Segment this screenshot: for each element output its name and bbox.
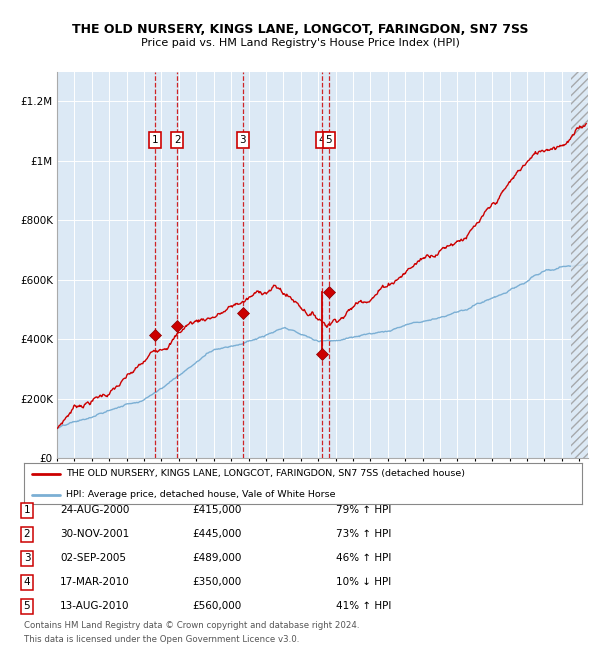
Text: 3: 3 [239, 135, 246, 145]
Text: 46% ↑ HPI: 46% ↑ HPI [336, 553, 391, 564]
Text: 2: 2 [174, 135, 181, 145]
Text: £560,000: £560,000 [192, 601, 241, 612]
Text: 73% ↑ HPI: 73% ↑ HPI [336, 529, 391, 539]
Text: £445,000: £445,000 [192, 529, 241, 539]
Text: 5: 5 [23, 601, 31, 612]
Text: HPI: Average price, detached house, Vale of White Horse: HPI: Average price, detached house, Vale… [66, 490, 335, 499]
Text: 10% ↓ HPI: 10% ↓ HPI [336, 577, 391, 588]
Text: 2: 2 [23, 529, 31, 539]
Text: £415,000: £415,000 [192, 505, 241, 515]
Text: Price paid vs. HM Land Registry's House Price Index (HPI): Price paid vs. HM Land Registry's House … [140, 38, 460, 47]
Text: 1: 1 [152, 135, 158, 145]
Text: £350,000: £350,000 [192, 577, 241, 588]
Text: Contains HM Land Registry data © Crown copyright and database right 2024.: Contains HM Land Registry data © Crown c… [24, 621, 359, 630]
Text: 30-NOV-2001: 30-NOV-2001 [60, 529, 129, 539]
Text: £489,000: £489,000 [192, 553, 241, 564]
Text: 3: 3 [23, 553, 31, 564]
Bar [571, 72, 588, 458]
Text: 24-AUG-2000: 24-AUG-2000 [60, 505, 130, 515]
Text: This data is licensed under the Open Government Licence v3.0.: This data is licensed under the Open Gov… [24, 634, 299, 644]
Text: 5: 5 [326, 135, 332, 145]
Text: THE OLD NURSERY, KINGS LANE, LONGCOT, FARINGDON, SN7 7SS: THE OLD NURSERY, KINGS LANE, LONGCOT, FA… [72, 23, 528, 36]
Text: 13-AUG-2010: 13-AUG-2010 [60, 601, 130, 612]
Text: 79% ↑ HPI: 79% ↑ HPI [336, 505, 391, 515]
Text: 41% ↑ HPI: 41% ↑ HPI [336, 601, 391, 612]
Text: 17-MAR-2010: 17-MAR-2010 [60, 577, 130, 588]
Text: 1: 1 [23, 505, 31, 515]
Text: 4: 4 [319, 135, 325, 145]
Text: 02-SEP-2005: 02-SEP-2005 [60, 553, 126, 564]
Text: 4: 4 [23, 577, 31, 588]
Text: THE OLD NURSERY, KINGS LANE, LONGCOT, FARINGDON, SN7 7SS (detached house): THE OLD NURSERY, KINGS LANE, LONGCOT, FA… [66, 469, 465, 478]
